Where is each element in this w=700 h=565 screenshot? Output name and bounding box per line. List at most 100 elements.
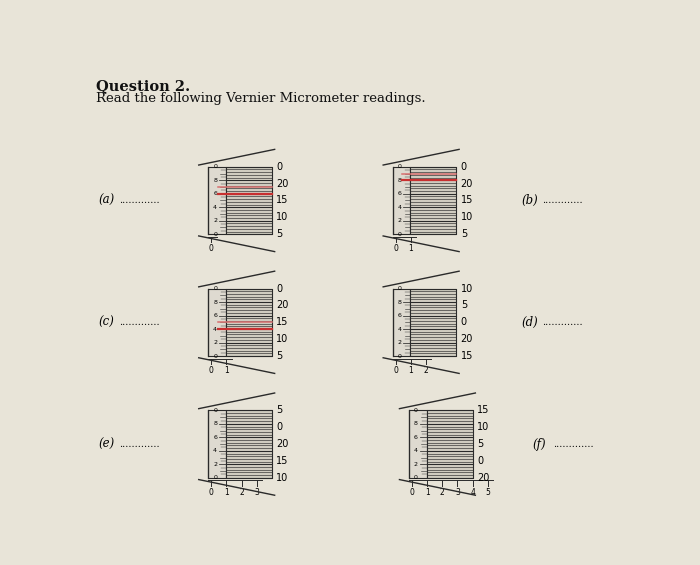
Bar [226, 167, 272, 234]
Text: .............: ............. [119, 318, 160, 327]
Text: (b): (b) [522, 194, 538, 207]
Text: 2: 2 [440, 488, 444, 497]
Text: 4: 4 [470, 488, 475, 497]
Text: .............: ............. [553, 440, 594, 449]
Text: 10: 10 [276, 212, 288, 223]
Bar [209, 289, 226, 356]
Text: 5: 5 [276, 229, 283, 239]
Text: 0: 0 [213, 408, 217, 413]
Text: 0: 0 [477, 456, 483, 466]
Bar [226, 410, 272, 478]
Bar [209, 410, 226, 478]
Text: 5: 5 [276, 406, 283, 415]
Text: .............: ............. [119, 440, 160, 449]
Text: 0: 0 [398, 286, 402, 291]
Text: 0: 0 [209, 244, 214, 253]
Text: Read the following Vernier Micrometer readings.: Read the following Vernier Micrometer re… [96, 92, 426, 105]
Text: 15: 15 [477, 406, 489, 415]
Bar [410, 289, 456, 356]
Text: 20: 20 [461, 179, 473, 189]
Text: 8: 8 [398, 299, 402, 305]
Text: 0: 0 [414, 408, 418, 413]
Text: 0: 0 [461, 162, 467, 172]
Text: .............: ............. [542, 318, 582, 327]
Text: 15: 15 [276, 318, 288, 327]
Text: 0: 0 [213, 354, 217, 359]
Text: 8: 8 [213, 178, 217, 182]
Text: 20: 20 [461, 334, 473, 344]
Text: 0: 0 [414, 475, 418, 480]
Text: 1: 1 [409, 366, 413, 375]
Text: 4: 4 [414, 449, 418, 453]
Text: 3: 3 [254, 488, 259, 497]
Text: 5: 5 [477, 439, 483, 449]
Text: 0: 0 [398, 164, 402, 170]
Text: 1: 1 [224, 488, 229, 497]
Text: 0: 0 [393, 244, 398, 253]
Text: 1: 1 [425, 488, 430, 497]
Text: .............: ............. [119, 196, 160, 205]
Text: 10: 10 [276, 473, 288, 483]
Bar [410, 167, 456, 234]
Text: 0: 0 [276, 284, 282, 294]
Text: (a): (a) [98, 194, 115, 207]
Text: 6: 6 [213, 191, 217, 196]
Text: 6: 6 [213, 435, 217, 440]
Text: 10: 10 [461, 284, 473, 294]
Text: 0: 0 [209, 366, 214, 375]
Text: 15: 15 [461, 351, 473, 361]
Text: (f): (f) [532, 438, 546, 451]
Text: 6: 6 [398, 313, 402, 318]
Bar [426, 410, 473, 478]
Text: 0: 0 [461, 318, 467, 327]
Bar [393, 289, 410, 356]
Text: 4: 4 [213, 205, 217, 210]
Text: 20: 20 [477, 473, 489, 483]
Text: 6: 6 [414, 435, 418, 440]
Text: 2: 2 [398, 218, 402, 223]
Text: 8: 8 [398, 178, 402, 182]
Text: 2: 2 [213, 218, 217, 223]
Text: 2: 2 [213, 340, 217, 345]
Text: 5: 5 [276, 351, 283, 361]
Text: 1: 1 [409, 244, 413, 253]
Bar [209, 167, 226, 234]
Text: 0: 0 [276, 422, 282, 432]
Text: 20: 20 [276, 179, 288, 189]
Text: 2: 2 [239, 488, 244, 497]
Text: 20: 20 [276, 301, 288, 310]
Text: 0: 0 [209, 488, 214, 497]
Text: 2: 2 [424, 366, 428, 375]
Text: 0: 0 [213, 475, 217, 480]
Text: 0: 0 [276, 162, 282, 172]
Text: (d): (d) [522, 316, 538, 329]
Text: 6: 6 [398, 191, 402, 196]
Text: 10: 10 [276, 334, 288, 344]
Text: Question 2.: Question 2. [96, 79, 190, 93]
Text: 5: 5 [485, 488, 490, 497]
Text: 0: 0 [213, 164, 217, 170]
Text: 5: 5 [461, 229, 467, 239]
Text: 0: 0 [213, 286, 217, 291]
Text: 4: 4 [213, 327, 217, 332]
Text: (c): (c) [98, 316, 114, 329]
Text: .............: ............. [542, 196, 582, 205]
Text: 8: 8 [213, 299, 217, 305]
Bar [393, 167, 410, 234]
Text: 8: 8 [213, 421, 217, 427]
Text: 15: 15 [276, 456, 288, 466]
Text: 4: 4 [398, 205, 402, 210]
Text: 4: 4 [398, 327, 402, 332]
Bar [410, 410, 426, 478]
Text: 1: 1 [224, 366, 229, 375]
Text: 0: 0 [213, 232, 217, 237]
Text: 15: 15 [461, 195, 473, 206]
Bar [226, 289, 272, 356]
Text: 2: 2 [414, 462, 418, 467]
Text: 10: 10 [477, 422, 489, 432]
Text: 0: 0 [393, 366, 398, 375]
Text: 2: 2 [398, 340, 402, 345]
Text: (e): (e) [98, 438, 115, 451]
Text: 5: 5 [461, 301, 467, 310]
Text: 0: 0 [398, 354, 402, 359]
